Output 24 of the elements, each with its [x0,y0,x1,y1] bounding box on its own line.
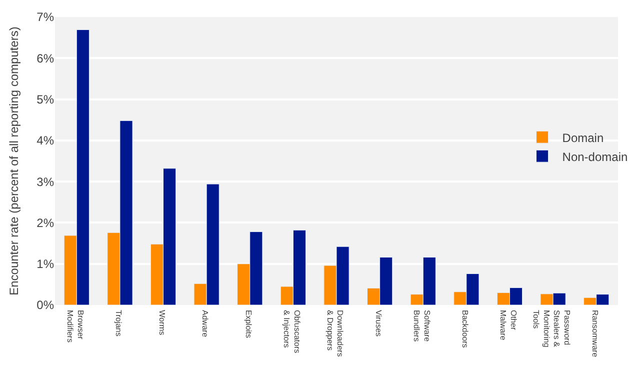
y-tick-label: 1% [36,257,54,272]
x-tick-label: Password Stealers & Monitoring Tools [531,310,572,348]
y-tick-label: 6% [36,51,54,66]
x-tick-label: Other Malware [498,310,518,341]
y-axis-title: Encounter rate (percent of all reporting computers) [6,26,21,296]
x-tick-label: Obfuscators & Injectors [282,310,302,354]
x-tick-label: Viruses [374,310,383,337]
x-tick-label: Backdoors [460,310,470,348]
x-tick-label: Downloaders & Droppers [325,310,345,357]
y-tick-label: 4% [36,134,54,148]
legend-label: Domain [562,130,604,145]
x-tick-label: Software Bundlers [412,310,432,342]
x-tick-label: Trojans [114,310,123,336]
legend-label: Non-domain [562,150,628,164]
y-tick-label: 5% [36,92,54,106]
y-tick-label: 3% [36,174,54,189]
x-tick-label: Adware [200,310,210,338]
x-tick-label: Browser Modifiers [65,310,85,342]
x-tick-label: Worms [157,310,166,336]
y-tick-label: 2% [36,216,54,230]
x-tick-label: Exploits [244,310,253,338]
x-tick-label: Ransomware [590,310,600,358]
y-tick-label: 0% [36,298,54,312]
y-tick-label: 7% [36,10,54,24]
